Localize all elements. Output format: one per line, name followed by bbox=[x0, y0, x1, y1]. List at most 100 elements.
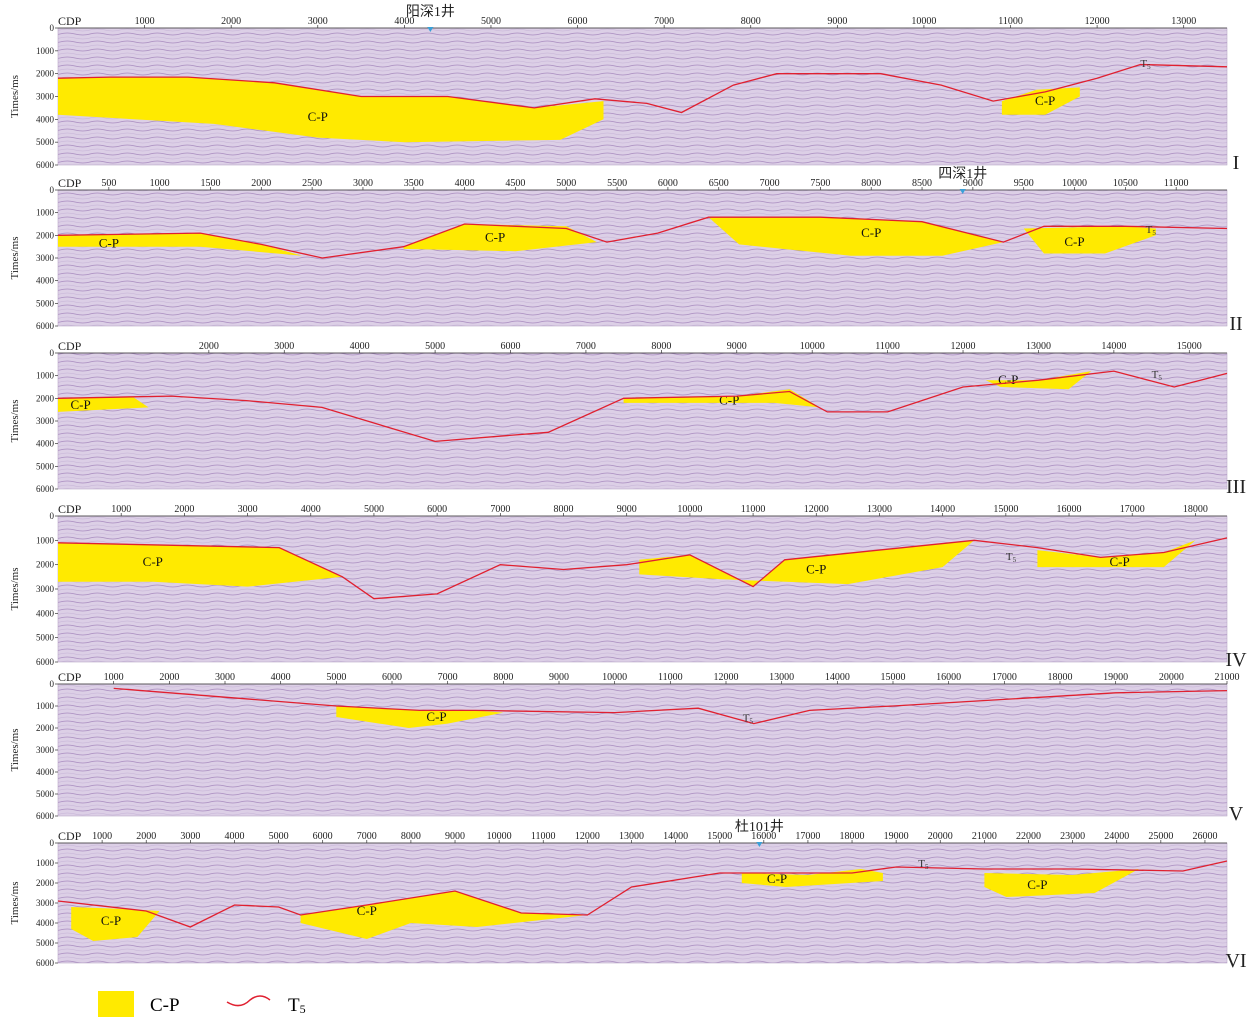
cdp-tick-label: 13000 bbox=[769, 672, 794, 683]
cdp-tick-label: 23000 bbox=[1060, 831, 1085, 842]
cdp-tick-label: 11000 bbox=[741, 504, 766, 515]
cdp-axis-label: CDP bbox=[58, 339, 82, 353]
time-tick-label: 3000 bbox=[36, 92, 55, 102]
profile-label: II bbox=[1229, 313, 1242, 335]
cdp-tick-label: 7000 bbox=[490, 504, 510, 515]
cdp-tick-label: 9000 bbox=[827, 16, 847, 27]
time-axis-label: Times/ms bbox=[9, 567, 21, 610]
cp-body-label: C-P bbox=[485, 230, 505, 245]
time-tick-label: 5000 bbox=[36, 938, 55, 948]
cdp-tick-label: 18000 bbox=[840, 831, 865, 842]
time-tick-label: 6000 bbox=[36, 321, 55, 331]
cdp-tick-label: 4000 bbox=[350, 341, 370, 352]
time-tick-label: 0 bbox=[50, 348, 55, 358]
legend-cp-label: C-P bbox=[150, 995, 180, 1016]
cdp-tick-label: 14000 bbox=[825, 672, 850, 683]
cdp-tick-label: 7000 bbox=[357, 831, 377, 842]
time-tick-label: 0 bbox=[50, 511, 55, 521]
time-tick-label: 1000 bbox=[36, 371, 55, 381]
cdp-tick-label: 11000 bbox=[998, 16, 1023, 27]
cdp-axis-label: CDP bbox=[58, 502, 82, 516]
cdp-tick-label: 3000 bbox=[274, 341, 294, 352]
time-tick-label: 5000 bbox=[36, 137, 55, 147]
cdp-tick-label: 8000 bbox=[401, 831, 421, 842]
t5-label-sub: 5 bbox=[1013, 556, 1017, 564]
cdp-tick-label: 6000 bbox=[568, 16, 588, 27]
cdp-tick-label: 8000 bbox=[861, 178, 881, 189]
time-tick-label: 0 bbox=[50, 23, 55, 33]
profile-II: CDP 500 1000 1500 2000 2500 3000 3500 4000 4500 50… bbox=[9, 166, 1243, 335]
time-tick-label: 4000 bbox=[36, 918, 55, 928]
cdp-tick-label: 4500 bbox=[505, 178, 525, 189]
legend-t5-main: T bbox=[288, 995, 300, 1016]
profile-I: CDP 1000 2000 3000 4000 5000 6000 7000 8000 9000 1… bbox=[9, 4, 1239, 174]
cdp-tick-label: 2000 bbox=[199, 341, 219, 352]
time-tick-label: 4000 bbox=[36, 276, 55, 286]
t5-label-sub: 5 bbox=[1147, 63, 1151, 71]
cdp-tick-label: 12000 bbox=[714, 672, 739, 683]
cp-body-label: C-P bbox=[861, 225, 881, 240]
cdp-tick-label: 13000 bbox=[619, 831, 644, 842]
cdp-tick-label: 17000 bbox=[992, 672, 1017, 683]
time-tick-label: 0 bbox=[50, 185, 55, 195]
cdp-tick-label: 15000 bbox=[707, 831, 732, 842]
time-tick-label: 1000 bbox=[36, 701, 55, 711]
time-tick-label: 3000 bbox=[36, 898, 55, 908]
cdp-tick-label: 500 bbox=[101, 178, 116, 189]
seismic-section bbox=[58, 190, 1227, 326]
cdp-axis-label: CDP bbox=[58, 14, 82, 28]
cdp-tick-label: 1500 bbox=[200, 178, 220, 189]
cdp-tick-label: 22000 bbox=[1016, 831, 1041, 842]
cdp-tick-label: 5000 bbox=[269, 831, 289, 842]
time-tick-label: 1000 bbox=[36, 208, 55, 218]
cdp-tick-label: 9000 bbox=[617, 504, 637, 515]
cdp-tick-label: 16000 bbox=[936, 672, 961, 683]
time-tick-label: 4000 bbox=[36, 608, 55, 618]
time-tick-label: 3000 bbox=[36, 253, 55, 263]
cdp-tick-label: 1000 bbox=[111, 504, 131, 515]
legend: C-P T5 bbox=[98, 991, 306, 1017]
cdp-tick-label: 3000 bbox=[308, 16, 328, 27]
profile-label: IV bbox=[1225, 649, 1247, 671]
cdp-tick-label: 5000 bbox=[425, 341, 445, 352]
cdp-tick-label: 7500 bbox=[810, 178, 830, 189]
cdp-tick-label: 7000 bbox=[438, 672, 458, 683]
cdp-tick-label: 5000 bbox=[556, 178, 576, 189]
cdp-tick-label: 15000 bbox=[1177, 341, 1202, 352]
cdp-axis-label: CDP bbox=[58, 829, 82, 843]
cp-body-label: C-P bbox=[806, 562, 826, 577]
time-tick-label: 6000 bbox=[36, 958, 55, 968]
cdp-tick-label: 2000 bbox=[251, 178, 271, 189]
legend-t5-label: T5 bbox=[288, 995, 306, 1016]
seismic-section bbox=[58, 516, 1227, 662]
cdp-tick-label: 6000 bbox=[658, 178, 678, 189]
cdp-tick-label: 26000 bbox=[1192, 831, 1217, 842]
cdp-tick-label: 25000 bbox=[1148, 831, 1173, 842]
time-tick-label: 6000 bbox=[36, 160, 55, 170]
seismic-section bbox=[58, 353, 1227, 489]
time-tick-label: 2000 bbox=[36, 230, 55, 240]
time-tick-label: 2000 bbox=[36, 878, 55, 888]
cdp-tick-label: 4000 bbox=[224, 831, 244, 842]
cdp-tick-label: 6500 bbox=[709, 178, 729, 189]
t5-label-sub: 5 bbox=[925, 863, 929, 871]
time-tick-label: 6000 bbox=[36, 484, 55, 494]
cdp-tick-label: 2000 bbox=[221, 16, 241, 27]
cdp-tick-label: 10000 bbox=[911, 16, 936, 27]
cdp-tick-label: 12000 bbox=[1085, 16, 1110, 27]
cdp-tick-label: 10000 bbox=[602, 672, 627, 683]
profile-label: III bbox=[1226, 476, 1246, 498]
time-tick-label: 3000 bbox=[36, 416, 55, 426]
cdp-tick-label: 16000 bbox=[1057, 504, 1082, 515]
cdp-tick-label: 1000 bbox=[135, 16, 155, 27]
profile-VI: CDP 1000 2000 3000 4000 5000 6000 7000 8000 9000 1… bbox=[9, 819, 1247, 972]
time-axis-label: Times/ms bbox=[9, 881, 21, 924]
time-axis-label: Times/ms bbox=[9, 75, 21, 118]
cdp-tick-label: 8500 bbox=[912, 178, 932, 189]
legend-t5-sub: 5 bbox=[300, 1002, 306, 1016]
cdp-tick-label: 7000 bbox=[760, 178, 780, 189]
seismic-section bbox=[58, 843, 1227, 963]
t5-label-sub: 5 bbox=[1152, 229, 1156, 237]
